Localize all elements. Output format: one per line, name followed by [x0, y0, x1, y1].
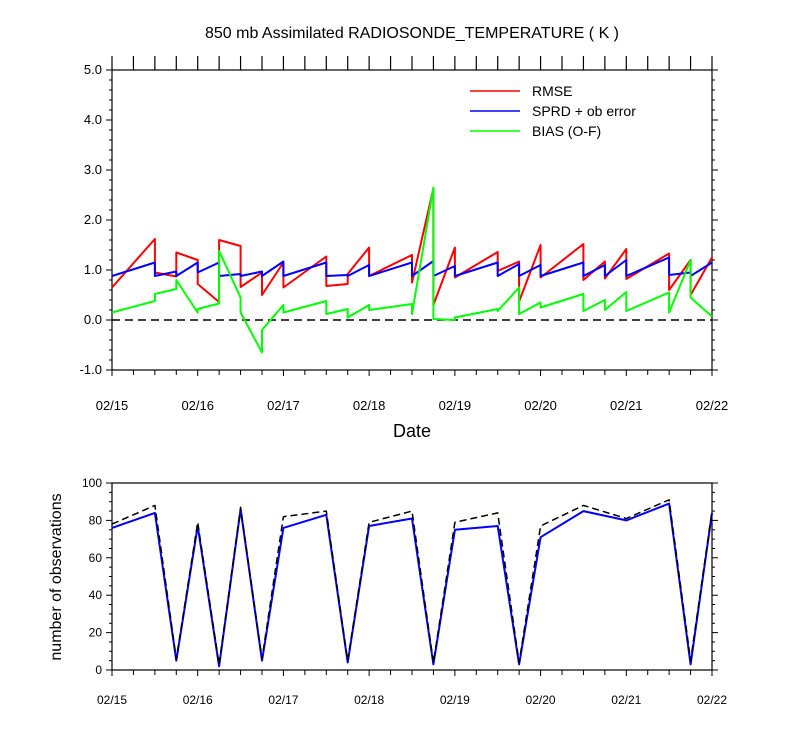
- top-x-tick-label: 02/16: [181, 398, 214, 413]
- top-x-tick-label: 02/21: [610, 398, 643, 413]
- bottom-y-tick-label: 20: [89, 626, 103, 640]
- legend-label-bias: BIAS (O-F): [532, 123, 601, 139]
- legend-label-rmse: RMSE: [532, 83, 572, 99]
- legend-label-sprd: SPRD + ob error: [532, 103, 636, 119]
- bottom-y-tick-label: 0: [95, 663, 102, 677]
- bottom-x-tick-label: 02/17: [268, 693, 298, 707]
- top-y-tick-label: 3.0: [84, 162, 102, 177]
- top-y-tick-label: 4.0: [84, 112, 102, 127]
- bottom-series-line-1: [111, 499, 713, 666]
- bottom-series-line-0: [111, 502, 713, 668]
- bottom-x-tick-label: 02/16: [183, 693, 213, 707]
- top-y-tick-label: 0.0: [84, 312, 102, 327]
- top-series-bias-o-f: [111, 186, 713, 354]
- top-y-tick-label: 5.0: [84, 62, 102, 77]
- top-x-tick-label: 02/17: [267, 398, 300, 413]
- bottom-plot-frame: [111, 482, 713, 671]
- top-y-tick-label: -1.0: [80, 362, 102, 377]
- top-series-rmse: [111, 187, 713, 306]
- bottom-y-tick-label: 40: [89, 588, 103, 602]
- bottom-x-tick-label: 02/18: [354, 693, 384, 707]
- top-x-tick-label: 02/22: [696, 398, 729, 413]
- legend: RMSE SPRD + ob error BIAS (O-F): [470, 83, 636, 139]
- bottom-panel: 0 20 40 60 80 100 02/15 02/16 02/17 02/18 02/19 02/…: [82, 476, 727, 707]
- bottom-x-tick-label: 02/20: [526, 693, 556, 707]
- bottom-x-tick-label: 02/21: [611, 693, 641, 707]
- top-x-tick-label: 02/19: [439, 398, 472, 413]
- top-x-tick-label: 02/15: [96, 398, 129, 413]
- bottom-x-tick-label: 02/19: [440, 693, 470, 707]
- bottom-y-axis-label: number of observations: [48, 493, 65, 660]
- top-x-axis-label: Date: [393, 421, 431, 441]
- bottom-y-tick-label: 60: [89, 551, 103, 565]
- bottom-y-tick-label: 100: [82, 476, 102, 490]
- top-y-tick-label: 1.0: [84, 262, 102, 277]
- bottom-x-tick-label: 02/22: [697, 693, 727, 707]
- top-y-tick-label: 2.0: [84, 212, 102, 227]
- bottom-y-tick-label: 80: [89, 513, 103, 527]
- chart-title: 850 mb Assimilated RADIOSONDE_TEMPERATUR…: [205, 25, 619, 42]
- bottom-x-tick-label: 02/15: [97, 693, 127, 707]
- top-x-tick-label: 02/18: [353, 398, 386, 413]
- top-panel: -1.0 0.0 1.0 2.0 3.0 4.0 5.0 02/15 02/16 02/17 02/…: [80, 56, 729, 413]
- top-x-tick-label: 02/20: [524, 398, 557, 413]
